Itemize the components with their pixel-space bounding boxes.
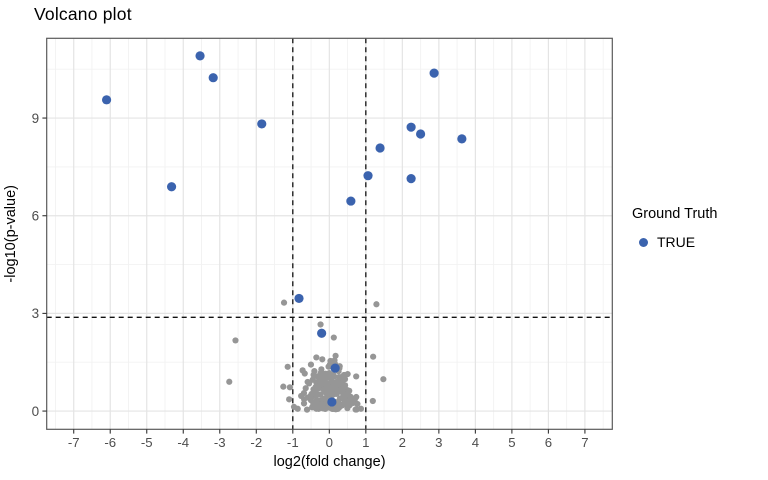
data-point-unlabeled <box>280 383 287 390</box>
data-point-unlabeled <box>341 395 348 402</box>
data-point-true <box>195 51 205 61</box>
data-point-unlabeled <box>354 400 361 408</box>
data-point-true <box>375 143 385 153</box>
x-tick-label: 6 <box>545 435 552 450</box>
data-point-unlabeled <box>339 386 346 393</box>
data-point-true <box>330 363 340 373</box>
data-point-true <box>346 196 356 206</box>
x-tick-label: 4 <box>472 435 479 450</box>
data-point-unlabeled <box>369 397 376 405</box>
data-point-unlabeled <box>310 401 317 408</box>
data-point-unlabeled <box>226 378 233 385</box>
data-point-true <box>416 129 426 139</box>
data-point-true <box>101 95 112 105</box>
x-tick-label: -1 <box>287 435 299 450</box>
legend-key-dot-icon <box>639 237 648 247</box>
data-point-unlabeled <box>294 405 301 412</box>
data-point-true <box>294 293 304 304</box>
data-point-unlabeled <box>325 363 332 370</box>
data-point-unlabeled <box>370 353 377 360</box>
data-point-true <box>406 122 416 132</box>
data-point-true <box>406 174 416 184</box>
data-point-unlabeled <box>328 387 335 395</box>
data-point-unlabeled <box>373 301 380 308</box>
x-tick-label: 1 <box>362 435 369 450</box>
data-point-unlabeled <box>232 337 239 344</box>
x-tick-label: 2 <box>399 435 406 450</box>
data-point-unlabeled <box>314 385 321 392</box>
legend-title: Ground Truth <box>632 206 718 222</box>
data-point-unlabeled <box>319 356 326 363</box>
x-tick-label: -6 <box>104 435 116 450</box>
data-point-true <box>327 397 337 407</box>
x-axis-label: log2(fold change) <box>273 454 385 470</box>
data-point-unlabeled <box>347 393 354 400</box>
data-point-unlabeled <box>317 391 324 398</box>
data-point-unlabeled <box>309 376 316 383</box>
y-tick-label: 0 <box>32 404 40 419</box>
data-point-unlabeled <box>332 352 339 359</box>
y-tick-label: 9 <box>32 111 40 126</box>
data-point-unlabeled <box>320 386 327 393</box>
data-point-true <box>208 73 218 83</box>
x-tick-label: 5 <box>508 435 515 450</box>
data-point-unlabeled <box>300 400 308 407</box>
data-point-unlabeled <box>341 391 348 398</box>
data-point-unlabeled <box>380 376 387 383</box>
data-point-unlabeled <box>307 361 315 368</box>
data-point-unlabeled <box>318 366 325 373</box>
y-axis-label: -log10(p-value) <box>3 185 19 283</box>
x-tick-label: 0 <box>326 435 333 450</box>
legend: Ground Truth TRUE <box>632 206 717 250</box>
x-tick-label: 3 <box>435 435 442 450</box>
data-point-unlabeled <box>335 404 343 411</box>
data-point-unlabeled <box>317 321 324 328</box>
legend-item-label: TRUE <box>657 234 696 250</box>
data-point-unlabeled <box>346 402 353 409</box>
data-point-true <box>429 68 439 78</box>
y-tick-label: 6 <box>32 209 40 224</box>
data-point-unlabeled <box>333 380 341 388</box>
data-point-unlabeled <box>353 406 360 413</box>
data-point-true <box>363 171 373 181</box>
data-point-true <box>257 119 267 129</box>
data-point-true <box>317 328 327 338</box>
data-point-true <box>457 134 467 144</box>
data-point-unlabeled <box>301 370 308 377</box>
y-tick-label: 3 <box>32 306 40 321</box>
data-point-unlabeled <box>322 405 329 413</box>
x-tick-label: -4 <box>177 435 189 450</box>
x-tick-label: -5 <box>141 435 153 450</box>
data-point-unlabeled <box>308 390 315 398</box>
data-point-unlabeled <box>338 374 345 381</box>
data-point-unlabeled <box>286 396 293 403</box>
x-tick-label: -2 <box>250 435 262 450</box>
x-tick-label: -3 <box>214 435 226 450</box>
data-point-unlabeled <box>316 373 323 381</box>
data-point-unlabeled <box>330 373 338 380</box>
data-point-unlabeled <box>302 385 309 392</box>
x-tick-label: 7 <box>581 435 588 450</box>
chart-title: Volcano plot <box>34 4 132 24</box>
data-point-unlabeled <box>284 363 291 370</box>
data-point-unlabeled <box>286 384 293 391</box>
plot-panel: -7 -6 -5 -4 -3 -2 -1 0 1 2 3 4 5 6 7 0 3 6 9 <box>32 37 613 450</box>
data-point-unlabeled <box>304 378 311 386</box>
data-point-unlabeled <box>326 370 333 377</box>
data-point-unlabeled <box>280 299 288 306</box>
data-point-unlabeled <box>330 334 337 341</box>
x-tick-label: -7 <box>68 435 80 450</box>
data-point-unlabeled <box>303 406 311 413</box>
legend-item-true: TRUE <box>632 234 717 250</box>
data-point-true <box>166 182 177 192</box>
data-point-unlabeled <box>313 354 320 361</box>
data-point-unlabeled <box>313 405 320 412</box>
data-point-unlabeled <box>353 373 360 380</box>
